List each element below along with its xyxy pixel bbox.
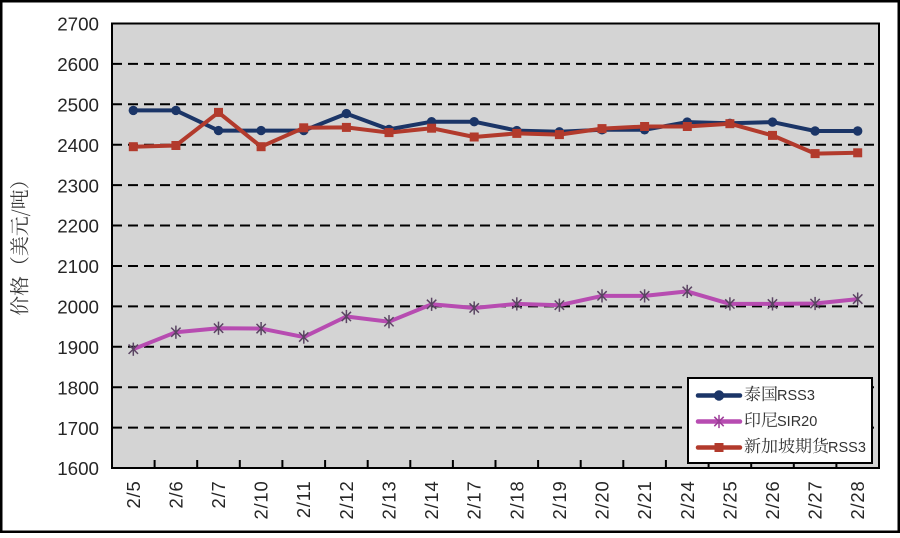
svg-text:2/19: 2/19: [549, 481, 570, 520]
svg-text:2/10: 2/10: [251, 481, 272, 520]
svg-text:1900: 1900: [57, 337, 99, 358]
svg-text:RSS3: RSS3: [777, 388, 815, 404]
svg-text:2/11: 2/11: [293, 481, 314, 519]
svg-text:1800: 1800: [57, 377, 99, 398]
svg-text:SIR20: SIR20: [777, 414, 817, 430]
svg-text:2/28: 2/28: [847, 481, 868, 520]
svg-text:2/20: 2/20: [592, 481, 613, 520]
svg-text:2600: 2600: [57, 54, 99, 75]
svg-text:2/12: 2/12: [336, 481, 357, 520]
svg-text:2/13: 2/13: [379, 481, 400, 520]
svg-text:2/21: 2/21: [634, 481, 655, 520]
svg-text:2/14: 2/14: [421, 481, 442, 520]
svg-text:2/26: 2/26: [762, 481, 783, 520]
svg-text:2/27: 2/27: [805, 481, 826, 520]
svg-text:2/17: 2/17: [464, 481, 485, 520]
svg-text:2/25: 2/25: [719, 481, 740, 520]
svg-text:2700: 2700: [57, 14, 99, 35]
svg-text:RSS3: RSS3: [828, 440, 866, 456]
svg-text:2/18: 2/18: [506, 481, 527, 520]
svg-text:2200: 2200: [57, 216, 99, 237]
svg-text:1700: 1700: [57, 418, 99, 439]
svg-text:2/5: 2/5: [123, 481, 144, 509]
svg-text:2/7: 2/7: [208, 481, 229, 509]
svg-text:2500: 2500: [57, 95, 99, 116]
svg-text:2/6: 2/6: [165, 481, 186, 509]
svg-text:1600: 1600: [57, 458, 99, 479]
svg-text:2/24: 2/24: [677, 481, 698, 520]
svg-text:2000: 2000: [57, 297, 99, 318]
svg-text:2400: 2400: [57, 135, 99, 156]
svg-text:2300: 2300: [57, 175, 99, 196]
svg-text:2100: 2100: [57, 256, 99, 277]
